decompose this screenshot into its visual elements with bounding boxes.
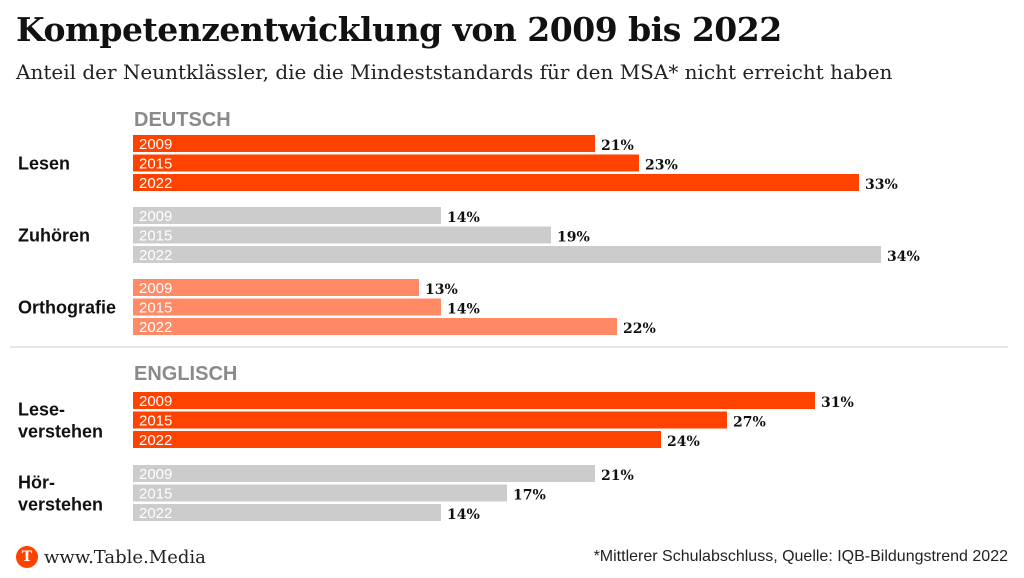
bar-year-label: 2015 <box>139 156 172 173</box>
chart-title: Kompetenzentwicklung von 2009 bis 2022 <box>16 10 782 49</box>
group-label: Lese- <box>18 399 65 419</box>
bar <box>133 484 507 502</box>
bar-value-label: 19% <box>557 230 590 246</box>
bar-value-label: 33% <box>865 177 898 193</box>
bar-value-label: 24% <box>667 434 700 450</box>
bar-value-label: 21% <box>601 468 634 484</box>
bar-year-label: 2022 <box>139 432 172 449</box>
bar-year-label: 2009 <box>139 208 172 225</box>
bar-value-label: 23% <box>645 158 678 174</box>
bar-year-label: 2009 <box>139 466 172 483</box>
bar <box>133 279 419 296</box>
bar-value-label: 14% <box>447 210 480 226</box>
footer-brand: T www.Table.Media <box>16 545 206 569</box>
bar <box>133 318 617 335</box>
bar <box>133 392 815 409</box>
bar <box>133 465 595 482</box>
group-label: Lesen <box>18 153 70 173</box>
source-note: *Mittlerer Schulabschluss, Quelle: IQB-B… <box>593 548 1008 565</box>
bar-value-label: 34% <box>887 249 920 265</box>
bar-value-label: 21% <box>601 138 634 154</box>
bar-value-label: 13% <box>425 282 458 298</box>
group-label: Hör- <box>18 472 55 492</box>
bar-value-label: 17% <box>513 488 546 504</box>
group-label: Orthografie <box>18 297 116 317</box>
bar-year-label: 2022 <box>139 319 172 336</box>
bar-value-label: 22% <box>623 321 656 337</box>
bar-value-label: 31% <box>821 395 854 411</box>
bar <box>133 504 441 521</box>
bar <box>133 431 661 448</box>
bar-year-label: 2009 <box>139 393 172 410</box>
bar <box>133 135 595 152</box>
bar-year-label: 2022 <box>139 247 172 264</box>
bar-year-label: 2015 <box>139 300 172 317</box>
bar-year-label: 2015 <box>139 228 172 245</box>
bar <box>133 207 441 224</box>
chart-subtitle: Anteil der Neuntklässler, die die Mindes… <box>16 60 893 84</box>
group-label: Zuhören <box>18 225 90 245</box>
bar-year-label: 2022 <box>139 175 172 192</box>
bar-year-label: 2009 <box>139 136 172 153</box>
section-label: DEUTSCH <box>134 109 231 131</box>
bar-year-label: 2015 <box>139 486 172 503</box>
bar <box>133 411 727 429</box>
bar <box>133 298 441 316</box>
bar-chart: DEUTSCH Lesen 2009 21% 2015 23% 2022 33% Zuhören… <box>10 109 1008 523</box>
group-label: verstehen <box>18 421 103 441</box>
bar <box>133 174 859 191</box>
bar <box>133 154 639 172</box>
bar-year-label: 2015 <box>139 413 172 430</box>
bar <box>133 246 881 263</box>
bar-year-label: 2022 <box>139 505 172 522</box>
group-label: verstehen <box>18 494 103 514</box>
table-media-logo-icon: T <box>16 546 38 568</box>
bar <box>133 226 551 244</box>
bar-value-label: 14% <box>447 507 480 523</box>
site-url: www.Table.Media <box>44 546 206 568</box>
section-label: ENGLISCH <box>134 363 237 385</box>
bar-value-label: 14% <box>447 302 480 318</box>
bar-value-label: 27% <box>733 415 766 431</box>
bar-year-label: 2009 <box>139 280 172 297</box>
